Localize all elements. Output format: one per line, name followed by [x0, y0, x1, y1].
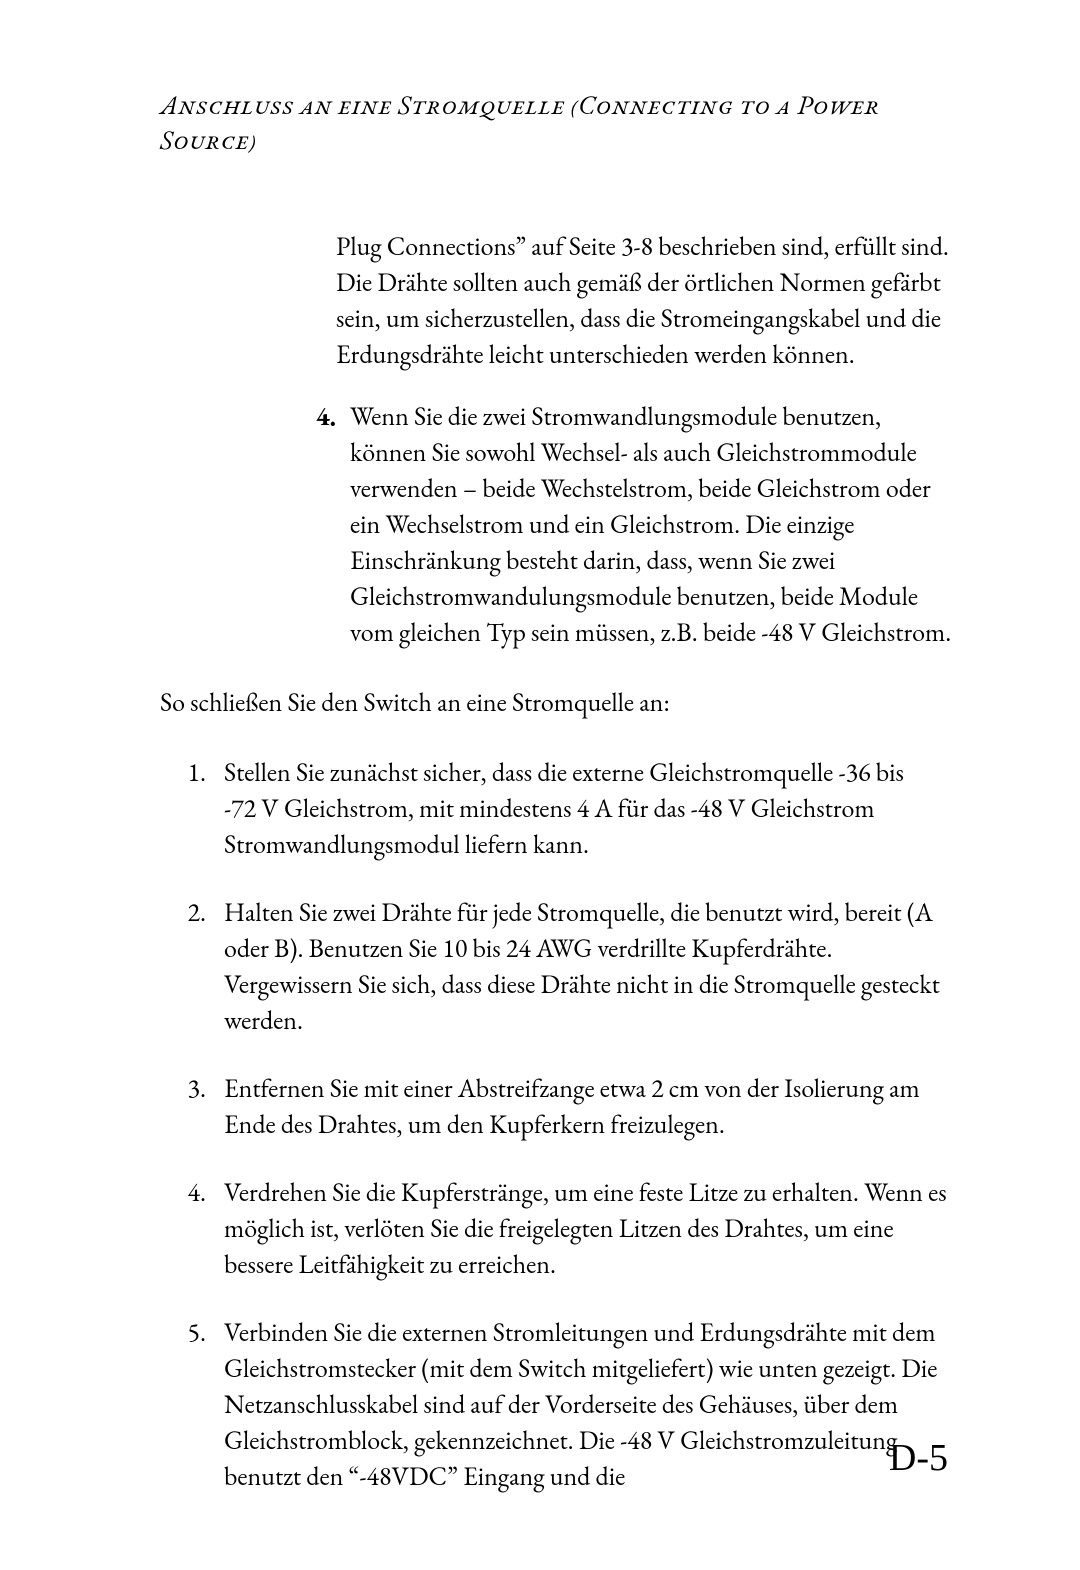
step-number: 3. — [160, 1070, 206, 1142]
step-number: 1. — [160, 754, 206, 862]
step-text: Halten Sie zwei Drähte für jede Stromque… — [224, 894, 954, 1038]
step-number: 4. — [160, 1174, 206, 1282]
page-number: D-5 — [889, 1436, 948, 1480]
step-item: 4. Verdrehen Sie die Kupferstränge, um e… — [160, 1174, 954, 1282]
continuation-text: Plug Connections” auf Seite 3-8 beschrie… — [336, 228, 954, 372]
lead-in-text: So schließen Sie den Switch an eine Stro… — [160, 684, 954, 720]
step-text: Verdrehen Sie die Kupferstränge, um eine… — [224, 1174, 954, 1282]
document-page: Anschluss an eine Stromquelle (Connectin… — [0, 0, 1080, 1570]
continuation-block: Plug Connections” auf Seite 3-8 beschrie… — [336, 228, 954, 372]
note-text: Wenn Sie die zwei Stromwandlungsmodule b… — [350, 398, 954, 650]
note-number: 4. — [300, 398, 336, 650]
page-header: Anschluss an eine Stromquelle (Connectin… — [160, 88, 954, 158]
step-item: 1. Stellen Sie zunächst sicher, dass die… — [160, 754, 954, 862]
step-number: 2. — [160, 894, 206, 1038]
step-number: 5. — [160, 1314, 206, 1494]
step-item: 3. Entfernen Sie mit einer Abstreifzange… — [160, 1070, 954, 1142]
note-item-4: 4. Wenn Sie die zwei Stromwandlungsmodul… — [300, 398, 954, 650]
step-text: Verbinden Sie die externen Stromleitunge… — [224, 1314, 954, 1494]
step-list: 1. Stellen Sie zunächst sicher, dass die… — [160, 754, 954, 1494]
step-item: 5. Verbinden Sie die externen Stromleitu… — [160, 1314, 954, 1494]
step-item: 2. Halten Sie zwei Drähte für jede Strom… — [160, 894, 954, 1038]
step-text: Entfernen Sie mit einer Abstreifzange et… — [224, 1070, 954, 1142]
step-text: Stellen Sie zunächst sicher, dass die ex… — [224, 754, 954, 862]
